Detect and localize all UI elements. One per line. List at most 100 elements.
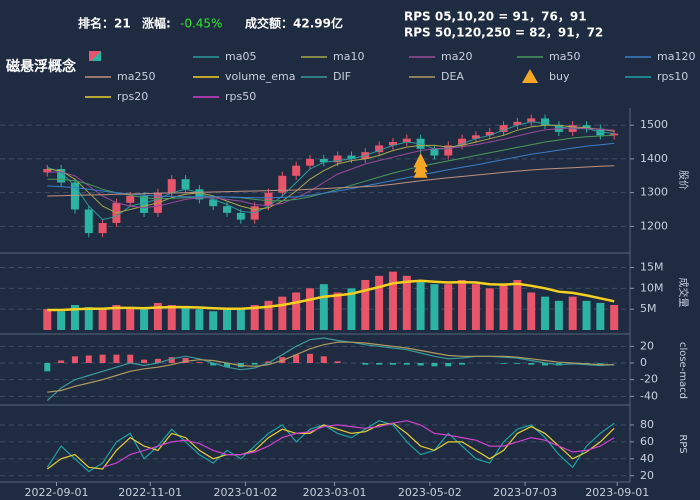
volume-bar [43, 309, 52, 330]
legend-label: rps50 [225, 90, 256, 103]
y-tick-label: -40 [640, 389, 658, 402]
volume-bar [430, 284, 439, 330]
candle-body [610, 133, 619, 136]
volume-bar [278, 296, 287, 330]
volume-bar [513, 280, 522, 330]
y-tick-label: 40 [640, 452, 654, 465]
candle-body [98, 223, 107, 234]
candle-body [84, 209, 93, 234]
volume-bar [305, 288, 314, 330]
legend-label: ma20 [441, 50, 472, 63]
macd-bar [251, 363, 258, 365]
volume-bar [319, 284, 328, 330]
candle-body [167, 179, 176, 193]
rps-short: RPS 05,10,20 = 91，76，91 [404, 10, 587, 24]
macd-bar [431, 363, 438, 367]
series-line [47, 341, 615, 393]
y-axis-label: 股价 [677, 170, 689, 190]
macd-bar [459, 363, 466, 365]
turnover: 成交额：42.99亿 [245, 16, 343, 31]
volume-bar [596, 302, 605, 330]
chart-title: 磁悬浮概念 [6, 58, 77, 75]
volume-bar [458, 280, 467, 330]
macd-bar [445, 363, 452, 367]
candle-body [305, 158, 314, 166]
volume-bar [98, 309, 107, 330]
macd-bar [320, 356, 327, 363]
y-axis-label: 成交量 [677, 278, 690, 308]
volume-bar [388, 271, 397, 330]
legend-label: ma05 [225, 50, 256, 63]
volume-bar [209, 311, 218, 330]
rank: 排名：21 [78, 16, 131, 31]
legend-label: ma250 [117, 70, 155, 83]
volume-bar [416, 280, 425, 330]
buy-marker [413, 152, 428, 167]
candle-body [126, 196, 135, 203]
macd-bar [500, 363, 507, 364]
x-tick-label: 2022-11-01 [118, 486, 182, 499]
icon-teal [91, 51, 101, 61]
candle-body [278, 175, 287, 193]
y-tick-label: 80 [640, 418, 654, 431]
candle-body [375, 145, 384, 153]
volume-bar [112, 305, 121, 330]
candle-body [485, 131, 494, 136]
volume-bar [195, 309, 204, 330]
candle-body [236, 212, 245, 220]
candle-body [292, 165, 301, 176]
y-tick-label: 20 [640, 469, 654, 482]
series-line [102, 420, 615, 468]
y-tick-label: 10M [640, 281, 664, 294]
macd-bar [71, 356, 78, 363]
series-line [47, 279, 615, 312]
volume-bar [84, 307, 93, 330]
candle-body [195, 189, 204, 200]
legend-label: rps20 [117, 90, 148, 103]
candle-body [43, 169, 52, 173]
volume-bar [471, 284, 480, 330]
legend-label: rps10 [657, 70, 688, 83]
candle-body [388, 142, 397, 146]
legend-label: ma120 [657, 50, 695, 63]
series-line [47, 165, 615, 197]
volume-bar [333, 292, 342, 330]
volume-bar [153, 302, 162, 330]
y-tick-label: 1300 [640, 186, 668, 199]
legend-label: DEA [441, 70, 464, 83]
macd-bar [514, 363, 521, 364]
candle-body [402, 138, 411, 143]
legend-label: buy [549, 70, 570, 83]
macd-bar [376, 363, 383, 365]
candle-body [430, 148, 439, 156]
volume-bar [444, 284, 453, 330]
macd-bar [417, 363, 424, 366]
volume-bar [582, 300, 591, 330]
candle-body [70, 182, 79, 210]
candle-body [458, 138, 467, 146]
macd-bar [196, 362, 203, 363]
macd-bar [528, 363, 535, 365]
y-tick-label: 0 [640, 356, 647, 369]
volume-bar [499, 284, 508, 330]
legend-label: volume_ema [225, 70, 295, 83]
volume-bar [554, 300, 563, 330]
volume-bar [485, 288, 494, 330]
y-tick-label: 60 [640, 435, 654, 448]
legend-label: ma50 [549, 50, 580, 63]
y-tick-label: 1200 [640, 219, 668, 232]
series-line [46, 337, 615, 401]
x-tick-label: 2023-07-03 [493, 486, 557, 499]
macd-bar [58, 360, 65, 363]
series-line [47, 124, 615, 214]
series-line [47, 142, 615, 199]
candle-body [209, 199, 218, 207]
y-tick-label: -20 [640, 373, 658, 386]
candle-body [319, 158, 328, 163]
change-label: 涨幅: [142, 16, 171, 31]
x-tick-label: 2023-09-01 [585, 486, 649, 499]
volume-bar [223, 309, 232, 330]
macd-bar [99, 354, 106, 363]
macd-bar [389, 363, 396, 365]
